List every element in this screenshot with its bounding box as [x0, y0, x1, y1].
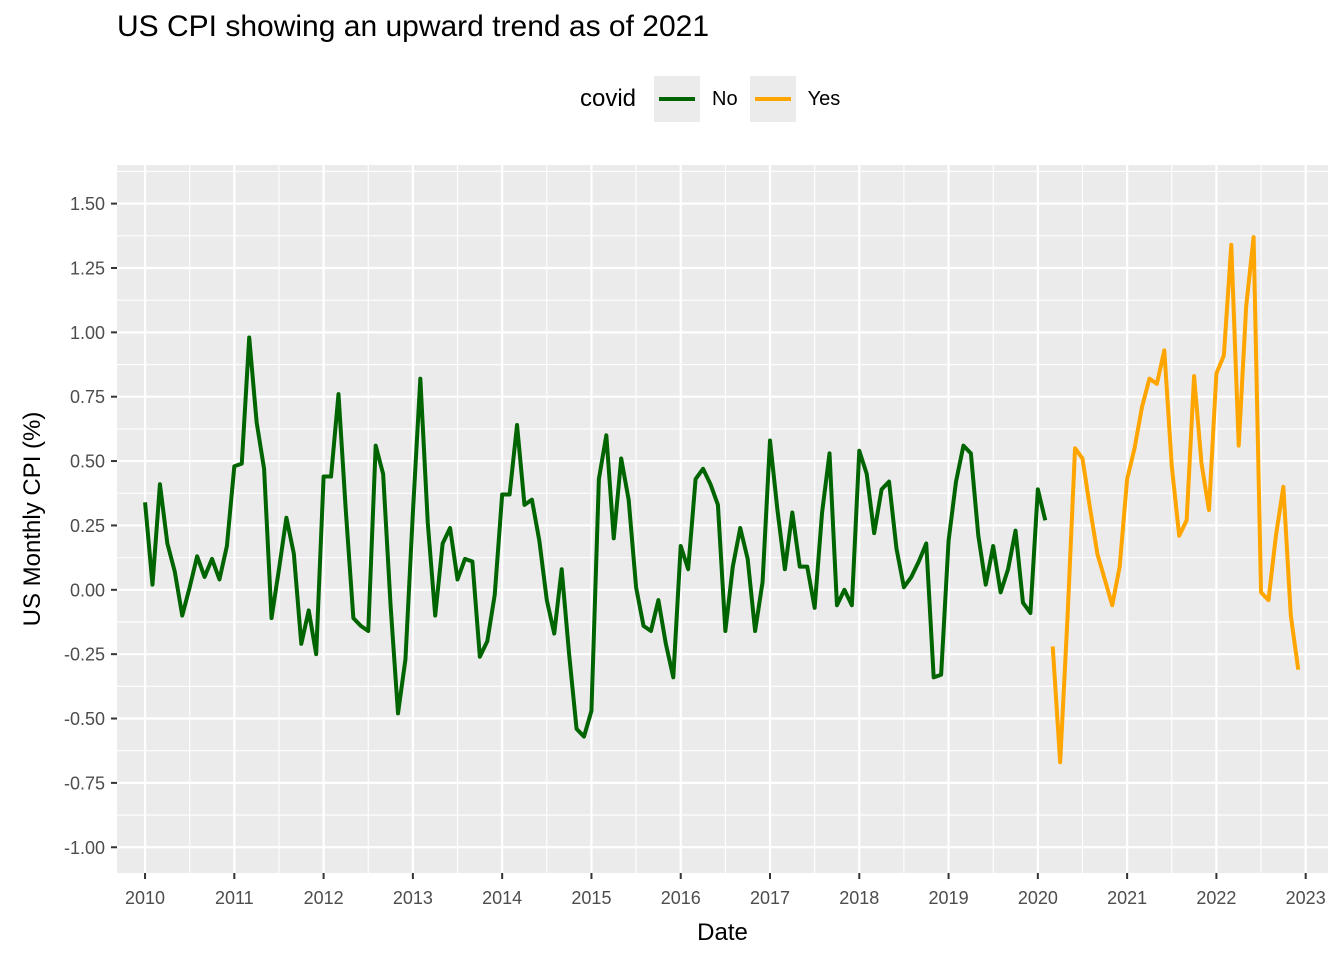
- x-axis-title: Date: [697, 919, 748, 946]
- x-tick-label: 2022: [1196, 888, 1236, 908]
- y-tick-label: 0.00: [70, 580, 105, 600]
- x-tick-label: 2010: [125, 888, 165, 908]
- major-gridlines: [117, 165, 1328, 873]
- legend-item-yes: Yes: [749, 76, 841, 122]
- y-tick-label: 0.50: [70, 452, 105, 472]
- legend-key-yes: [749, 76, 796, 122]
- x-tick-label: 2019: [929, 888, 969, 908]
- legend-label-no: No: [712, 87, 738, 110]
- legend: covid No Yes: [580, 76, 852, 122]
- x-tick-label: 2023: [1286, 888, 1326, 908]
- series-lines: [143, 235, 1301, 765]
- legend-label-yes: Yes: [807, 87, 841, 110]
- x-tick-label: 2020: [1018, 888, 1058, 908]
- axis-ticks: [111, 202, 1307, 879]
- legend-line-yes-icon: [754, 97, 791, 101]
- x-tick-label: 2016: [661, 888, 701, 908]
- x-tick-label: 2013: [393, 888, 433, 908]
- legend-item-no: No: [654, 76, 738, 122]
- series-line-yes: [1050, 235, 1301, 765]
- y-tick-label: 1.50: [70, 194, 105, 214]
- x-tick-label: 2011: [215, 888, 254, 908]
- y-tick-label: 1.00: [70, 323, 105, 343]
- legend-line-no-icon: [659, 97, 696, 101]
- x-tick-label: 2015: [571, 888, 611, 908]
- series-line-no: [143, 335, 1048, 739]
- x-tick-label: 2017: [750, 888, 790, 908]
- y-tick-label: -0.25: [64, 645, 105, 665]
- legend-key-no: [654, 76, 701, 122]
- y-tick-label: -0.50: [64, 709, 105, 729]
- x-tick-label: 2018: [839, 888, 879, 908]
- tick-labels: -1.00 -0.75 -0.50 -0.25 0.00 0.25 0.50 0.75 1.00…: [64, 194, 1326, 908]
- y-tick-label: 0.25: [70, 516, 105, 536]
- x-tick-label: 2014: [482, 888, 522, 908]
- y-axis-title: US Monthly CPI (%): [19, 412, 46, 627]
- x-tick-label: 2012: [304, 888, 344, 908]
- plot-panel: [117, 165, 1328, 873]
- y-tick-label: -1.00: [64, 838, 105, 858]
- y-tick-label: -0.75: [64, 773, 105, 793]
- y-tick-label: 1.25: [70, 258, 105, 278]
- chart-title: US CPI showing an upward trend as of 202…: [117, 10, 710, 43]
- x-tick-label: 2021: [1107, 888, 1147, 908]
- y-tick-label: 0.75: [70, 387, 105, 407]
- legend-title: covid: [580, 85, 637, 112]
